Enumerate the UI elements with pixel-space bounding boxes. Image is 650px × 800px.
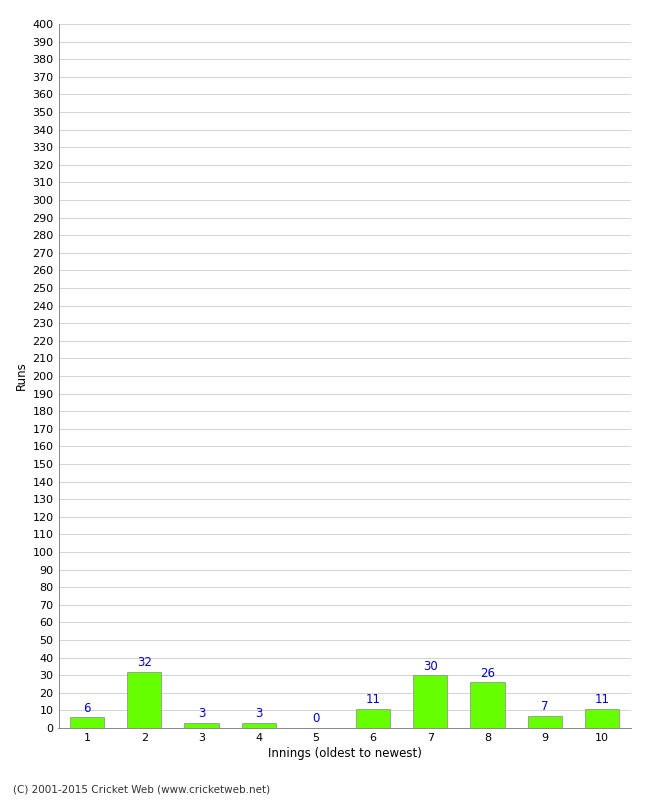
Text: 11: 11 xyxy=(594,693,610,706)
Bar xyxy=(242,722,276,728)
Bar xyxy=(471,682,504,728)
Y-axis label: Runs: Runs xyxy=(15,362,28,390)
Bar xyxy=(70,718,104,728)
Text: 7: 7 xyxy=(541,700,549,713)
Bar xyxy=(356,709,390,728)
Text: 0: 0 xyxy=(312,712,320,726)
Text: 6: 6 xyxy=(83,702,91,715)
Text: 30: 30 xyxy=(423,659,437,673)
Bar xyxy=(585,709,619,728)
Text: 11: 11 xyxy=(365,693,381,706)
Bar xyxy=(185,722,218,728)
Bar xyxy=(127,672,161,728)
Bar xyxy=(528,716,562,728)
Text: 3: 3 xyxy=(255,707,263,720)
Text: 26: 26 xyxy=(480,666,495,679)
Text: 32: 32 xyxy=(137,656,151,669)
Text: (C) 2001-2015 Cricket Web (www.cricketweb.net): (C) 2001-2015 Cricket Web (www.cricketwe… xyxy=(13,784,270,794)
X-axis label: Innings (oldest to newest): Innings (oldest to newest) xyxy=(268,747,421,760)
Text: 3: 3 xyxy=(198,707,205,720)
Bar xyxy=(413,675,447,728)
